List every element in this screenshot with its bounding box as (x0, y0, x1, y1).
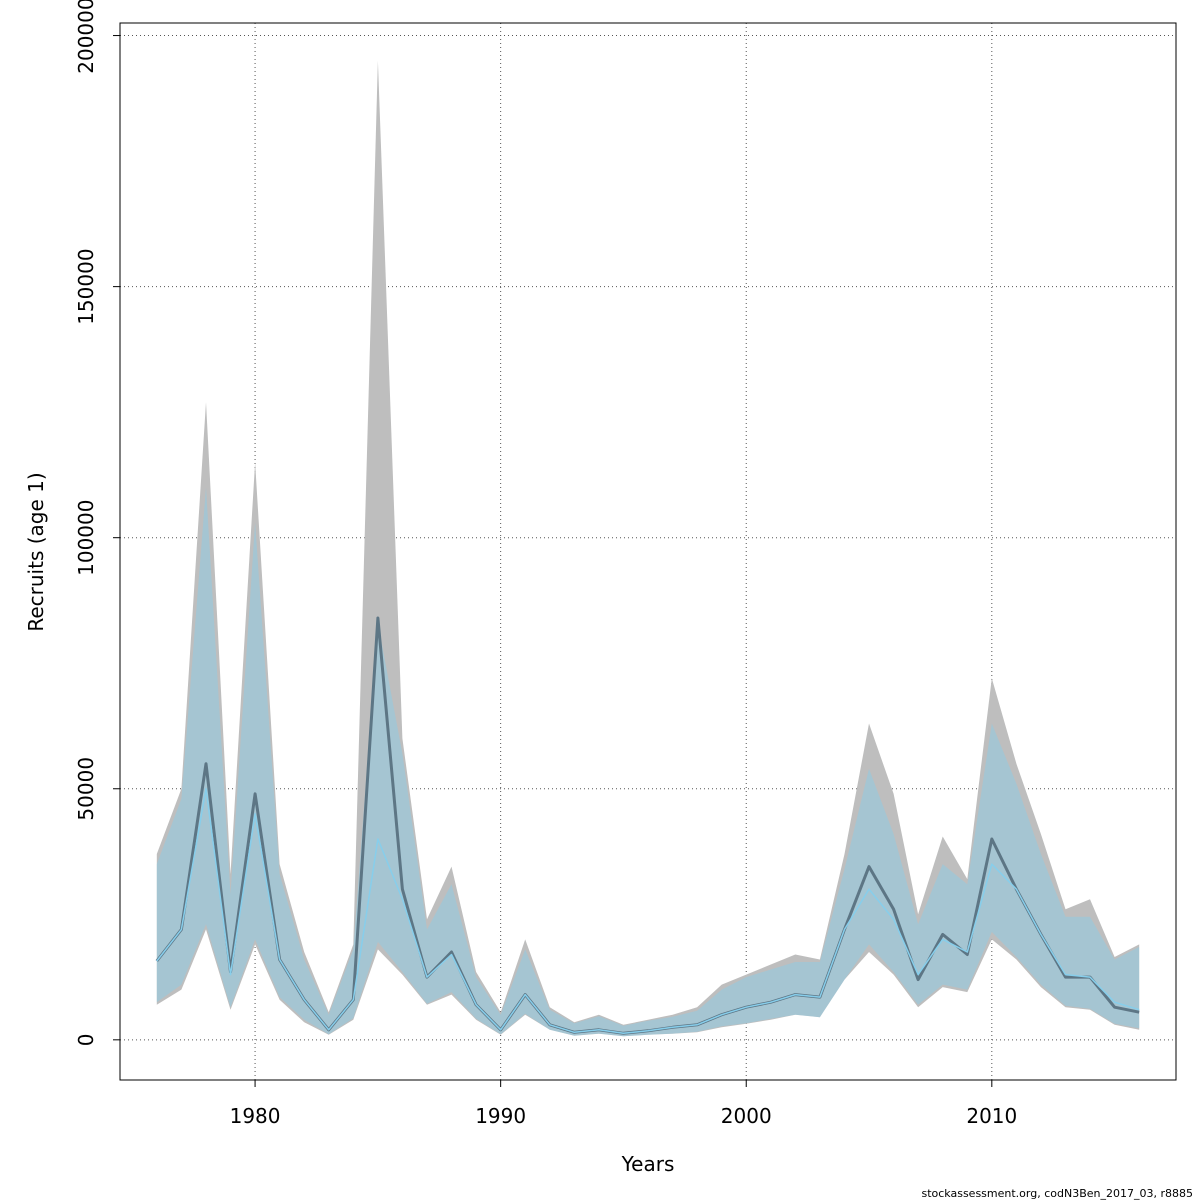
grid-lines (120, 23, 1176, 1080)
x-axis-ticks: 1980 1990 2000 2010 (230, 1080, 1017, 1128)
estimate-lines (155, 616, 1140, 1035)
y-tick-label: 0 (74, 1033, 98, 1046)
blue-estimate-line (156, 788, 1140, 1035)
y-tick-label: 200000 (74, 0, 98, 74)
y-axis-ticks: 0 50000 100000 150000 200000 (74, 0, 120, 1046)
x-tick-label: 2000 (721, 1104, 772, 1128)
y-axis-title: Recruits (age 1) (24, 472, 48, 631)
y-tick-label: 150000 (74, 248, 98, 324)
y-tick-label: 100000 (74, 500, 98, 576)
x-tick-label: 1980 (230, 1104, 281, 1128)
x-axis-title: Years (621, 1152, 675, 1176)
grey-confidence-band (156, 60, 1140, 1037)
x-tick-label: 1990 (475, 1104, 526, 1128)
plot-frame (119, 22, 1177, 1081)
y-tick-label: 50000 (74, 757, 98, 821)
source-caption: stockassessment.org, codN3Ben_2017_03, r… (921, 1187, 1193, 1200)
x-tick-label: 2010 (966, 1104, 1017, 1128)
